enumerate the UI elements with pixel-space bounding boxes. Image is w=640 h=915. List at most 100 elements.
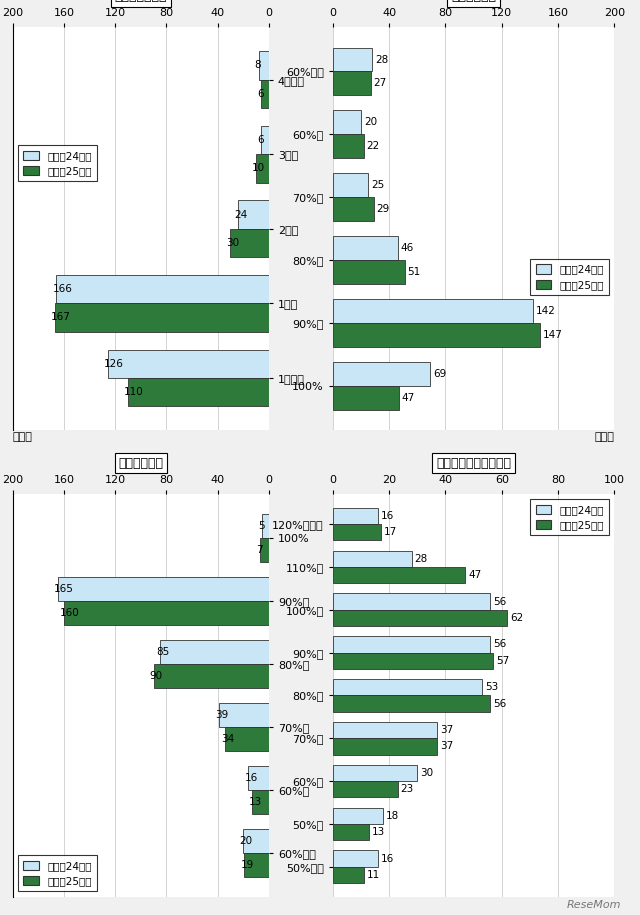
Bar — [333, 299, 532, 323]
Bar — [252, 790, 269, 813]
Bar — [154, 664, 269, 688]
Text: 110: 110 — [124, 387, 144, 397]
Bar — [333, 867, 364, 883]
Text: 57: 57 — [496, 656, 509, 666]
Bar — [333, 824, 369, 840]
Text: 51: 51 — [408, 267, 420, 277]
Text: （枏）: （枏） — [595, 432, 614, 442]
Text: 19: 19 — [241, 859, 254, 869]
Text: 37: 37 — [440, 725, 453, 735]
Text: 20: 20 — [364, 117, 377, 127]
Bar — [58, 577, 269, 601]
Bar — [333, 551, 412, 567]
Title: 歩留率の分布: 歩留率の分布 — [118, 457, 163, 469]
Text: 5: 5 — [259, 522, 265, 532]
Bar — [261, 126, 269, 155]
Title: 志願倍率の分布: 志願倍率の分布 — [115, 0, 167, 3]
Text: 18: 18 — [387, 811, 399, 821]
Bar — [333, 609, 508, 626]
Bar — [333, 362, 430, 386]
Text: 25: 25 — [371, 180, 384, 190]
Bar — [160, 640, 269, 664]
Text: 30: 30 — [420, 768, 433, 778]
Text: 69: 69 — [433, 369, 446, 379]
Text: 13: 13 — [372, 827, 385, 837]
Text: 126: 126 — [104, 359, 124, 369]
Bar — [333, 508, 378, 524]
Text: 16: 16 — [381, 854, 394, 864]
Bar — [243, 829, 269, 853]
Text: 7: 7 — [256, 545, 262, 555]
Text: 167: 167 — [51, 312, 71, 322]
Text: 24: 24 — [234, 210, 248, 220]
Bar — [333, 850, 378, 867]
Legend: 上段：24年度, 下段：25年度: 上段：24年度, 下段：25年度 — [18, 145, 97, 181]
Text: 10: 10 — [252, 164, 266, 173]
Bar — [108, 350, 269, 378]
Text: 17: 17 — [383, 527, 397, 537]
Bar — [333, 765, 417, 781]
Text: 6: 6 — [257, 135, 264, 145]
Bar — [333, 636, 490, 652]
Text: 39: 39 — [215, 710, 228, 720]
Bar — [333, 174, 368, 198]
Bar — [56, 275, 269, 303]
Text: 165: 165 — [54, 584, 74, 594]
Text: 16: 16 — [244, 773, 258, 783]
Text: 166: 166 — [52, 285, 72, 294]
Bar — [128, 378, 269, 406]
Bar — [333, 567, 465, 583]
Bar — [219, 703, 269, 727]
Bar — [333, 260, 404, 285]
Text: 37: 37 — [440, 741, 453, 751]
Bar — [333, 695, 490, 712]
Bar — [55, 303, 269, 331]
Text: 147: 147 — [543, 330, 563, 340]
Legend: 上段：24年度, 下段：25年度: 上段：24年度, 下段：25年度 — [18, 856, 97, 891]
Text: 27: 27 — [374, 79, 387, 89]
Bar — [333, 781, 397, 797]
Legend: 上段：24年度, 下段：25年度: 上段：24年度, 下段：25年度 — [531, 500, 609, 535]
Bar — [333, 236, 397, 260]
Bar — [244, 853, 269, 877]
Text: 22: 22 — [367, 141, 380, 151]
Bar — [333, 722, 437, 738]
Text: 34: 34 — [221, 734, 235, 744]
Bar — [333, 48, 372, 71]
Text: ReseMom: ReseMom — [566, 900, 621, 910]
Text: 56: 56 — [493, 597, 507, 607]
Text: 20: 20 — [239, 835, 253, 845]
Text: 47: 47 — [468, 570, 481, 580]
Text: 47: 47 — [402, 393, 415, 403]
Bar — [262, 514, 269, 538]
Bar — [333, 524, 381, 541]
Text: 62: 62 — [510, 613, 524, 623]
Bar — [225, 727, 269, 750]
Legend: 上段：24年度, 下段：25年度: 上段：24年度, 下段：25年度 — [531, 259, 609, 296]
Text: 6: 6 — [257, 89, 264, 99]
Bar — [261, 80, 269, 108]
Text: 30: 30 — [227, 238, 240, 248]
Bar — [260, 538, 269, 562]
Bar — [333, 71, 371, 95]
Bar — [333, 111, 361, 135]
Bar — [333, 738, 437, 755]
Text: 13: 13 — [248, 797, 262, 807]
Bar — [248, 766, 269, 790]
Text: 29: 29 — [376, 204, 390, 214]
Text: 28: 28 — [375, 55, 388, 65]
Bar — [333, 652, 493, 669]
Bar — [333, 135, 364, 158]
Text: （枏）: （枏） — [13, 432, 33, 442]
Bar — [333, 198, 374, 221]
Title: 合格率の分布: 合格率の分布 — [451, 0, 496, 3]
Text: 56: 56 — [493, 640, 507, 650]
Text: 160: 160 — [60, 608, 80, 618]
Bar — [333, 594, 490, 609]
Text: 11: 11 — [367, 870, 380, 880]
Bar — [333, 386, 399, 410]
Bar — [256, 155, 269, 182]
Bar — [333, 323, 540, 347]
Bar — [64, 601, 269, 625]
Bar — [230, 229, 269, 257]
